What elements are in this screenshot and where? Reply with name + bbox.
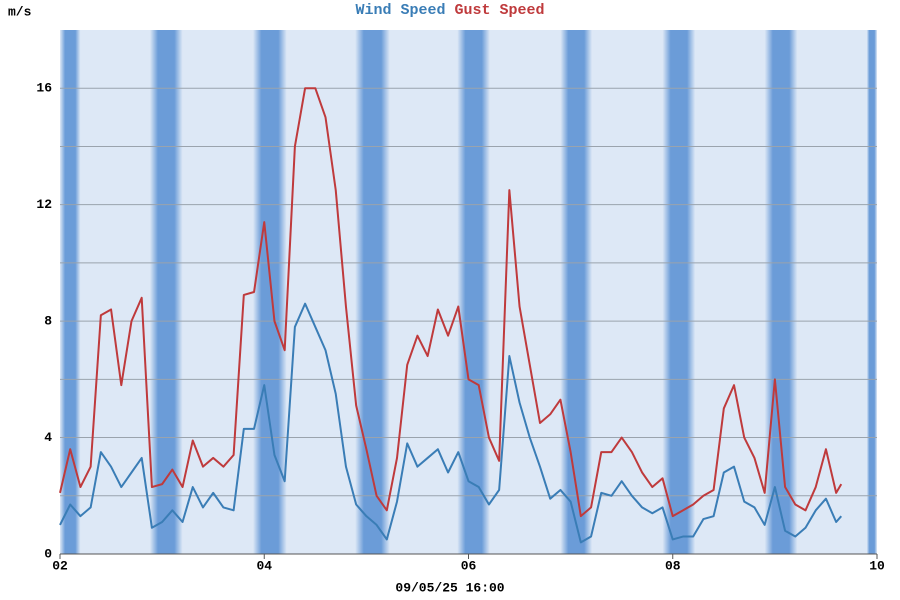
y-tick-label: 4 [44,430,52,445]
x-tick-label: 06 [461,558,477,573]
legend-entry: Wind Speed [355,2,445,19]
y-tick-label: 12 [36,197,52,212]
series-line [59,87,843,518]
night-band [866,30,877,554]
night-band [355,30,390,554]
y-tick-label: 8 [44,314,52,329]
night-band [149,30,183,554]
night-band [457,30,490,554]
night-band [60,30,81,554]
series-line [59,302,843,544]
legend-entry: Gust Speed [455,2,545,19]
y-axis-label: m/s [8,4,32,19]
x-tick-label: 10 [869,558,885,573]
x-tick-label: 04 [256,558,272,573]
x-tick-label: 08 [665,558,681,573]
night-band [560,30,593,554]
night-band [764,30,798,554]
y-tick-label: 16 [36,81,52,96]
night-band [662,30,696,554]
x-axis-label: 09/05/25 16:00 [395,580,504,595]
night-band [253,30,287,554]
legend: Wind Speed Gust Speed [355,2,544,19]
x-tick-label: 02 [52,558,68,573]
y-tick-label: 0 [44,546,52,561]
